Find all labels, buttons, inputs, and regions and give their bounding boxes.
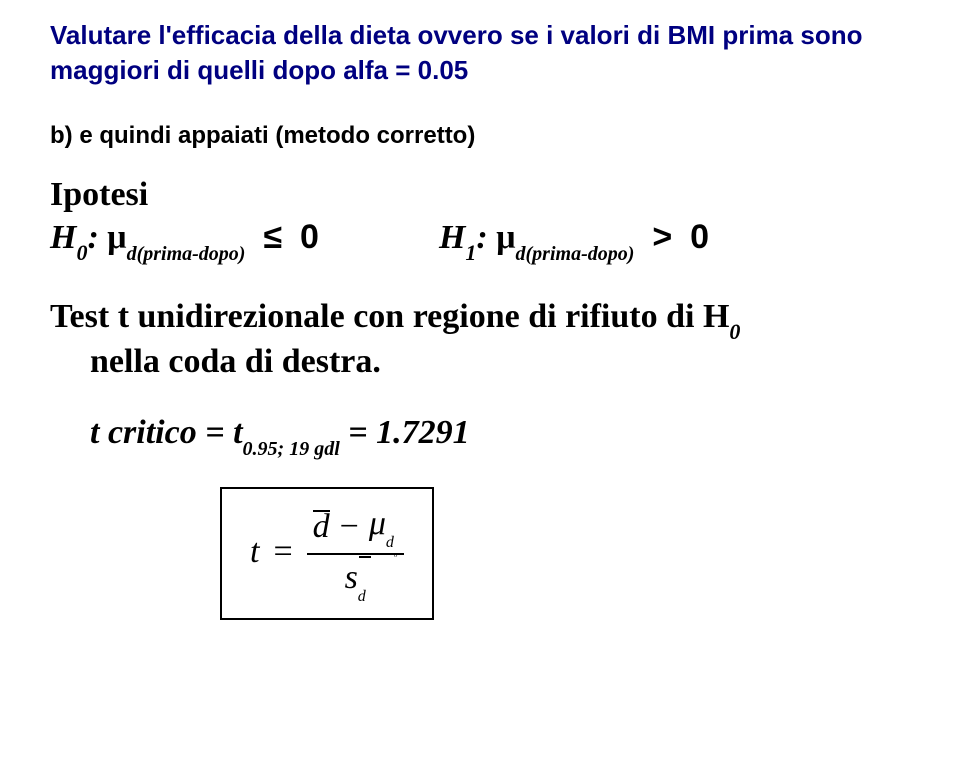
critical-sub: 0.95; 19 gdl bbox=[243, 438, 340, 460]
formula-lhs: t bbox=[250, 533, 259, 571]
h1-rhs: 0 bbox=[690, 218, 709, 256]
formula-s: sd bbox=[345, 559, 366, 601]
heading-text: Valutare l'efficacia della dieta ovvero … bbox=[50, 18, 920, 88]
h1-op: > bbox=[643, 218, 682, 256]
formula-box: t = d − μd₀ sd bbox=[220, 487, 434, 621]
test-line-1-sub: 0 bbox=[729, 319, 740, 344]
h0-mu: μ bbox=[107, 219, 126, 256]
hypothesis-h1: H1: μd(prima-dopo) > 0 bbox=[439, 218, 709, 262]
test-line-1: Test t unidirezionale con regione di rif… bbox=[50, 296, 920, 341]
formula-wrap: t = d − μd₀ sd bbox=[220, 487, 920, 621]
formula-s-sym: s bbox=[345, 559, 358, 596]
formula-dbar: d bbox=[313, 508, 330, 546]
h0-colon: : bbox=[87, 219, 98, 256]
formula-mu: μd₀ bbox=[369, 505, 398, 549]
formula-minus: − bbox=[340, 508, 359, 546]
critical-line: t critico = t0.95; 19 gdl = 1.7291 bbox=[90, 414, 920, 457]
formula-fraction: d − μd₀ sd bbox=[307, 505, 404, 601]
hypotheses-row: H0: μd(prima-dopo) ≤ 0 H1: μd(prima-dopo… bbox=[50, 218, 920, 262]
formula-eq: = bbox=[273, 533, 292, 571]
formula-s-bar bbox=[359, 556, 371, 559]
h0-op: ≤ bbox=[254, 218, 292, 256]
h0-sub: 0 bbox=[76, 240, 87, 265]
critical-eq: = bbox=[340, 414, 376, 451]
hypotheses-title: Ipotesi bbox=[50, 176, 920, 214]
h0-rhs: 0 bbox=[300, 218, 319, 256]
formula-s-sub: d bbox=[358, 588, 366, 605]
formula-numerator: d − μd₀ bbox=[307, 505, 404, 555]
formula-denominator: sd bbox=[345, 555, 366, 601]
h1-sub: 1 bbox=[465, 240, 476, 265]
critical-rhs: 1.7291 bbox=[376, 414, 470, 451]
formula-row: t = d − μd₀ sd bbox=[250, 505, 404, 601]
subnote-text: b) e quindi appaiati (metodo corretto) bbox=[50, 122, 920, 150]
h1-mu: μ bbox=[496, 219, 515, 256]
formula-mu-sub: d₀ bbox=[386, 534, 398, 551]
critical-lhs: t critico = t bbox=[90, 414, 243, 451]
formula-mu-sym: μ bbox=[369, 505, 386, 542]
h1-label: H bbox=[439, 219, 465, 256]
h0-label: H bbox=[50, 219, 76, 256]
test-line-2: nella coda di destra. bbox=[90, 341, 920, 384]
test-line-1-text: Test t unidirezionale con regione di rif… bbox=[50, 298, 729, 335]
h1-colon: : bbox=[476, 219, 487, 256]
h0-mu-sub: d(prima-dopo) bbox=[127, 243, 246, 265]
h1-mu-sub: d(prima-dopo) bbox=[516, 243, 635, 265]
hypothesis-h0: H0: μd(prima-dopo) ≤ 0 bbox=[50, 218, 319, 262]
